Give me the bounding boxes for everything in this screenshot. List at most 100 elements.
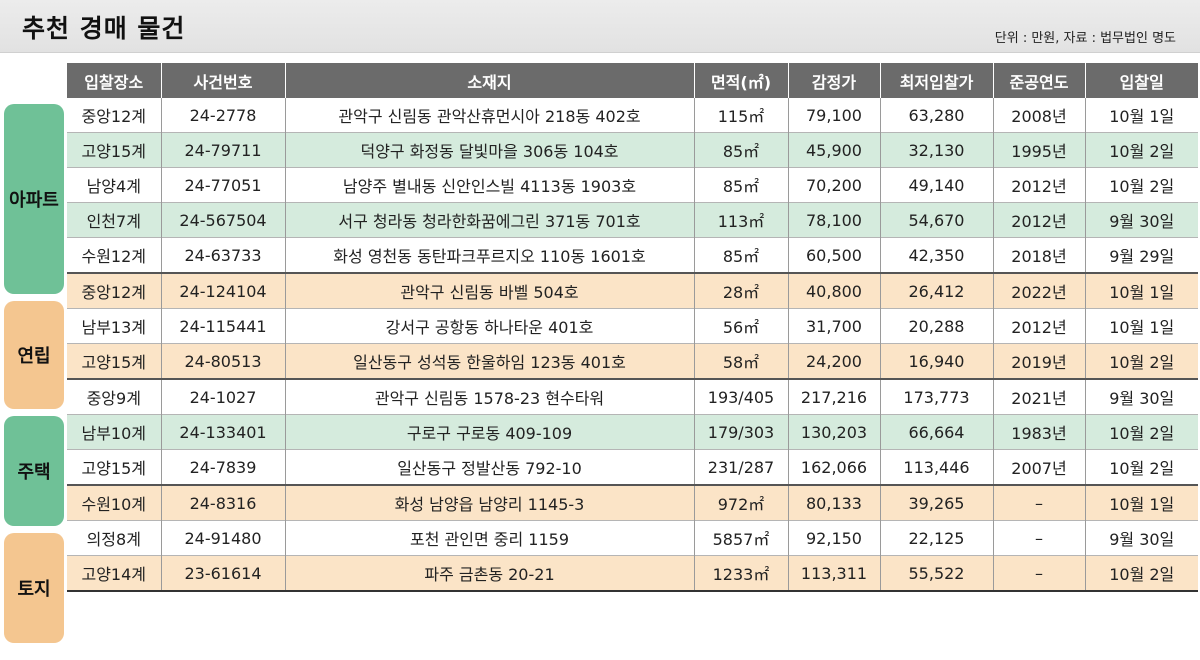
table-row: 남양4계 24-77051 남양주 별내동 신안인스빌 4113동 1903호 85㎡… [67,167,1198,203]
built-year-cell: 2008년 [992,98,1085,133]
built-year-cell: 2007년 [992,449,1085,485]
min-bid-cell: 39,265 [879,485,993,521]
built-year-cell: 2012년 [992,167,1085,203]
address-cell: 파주 금촌동 20-21 [284,555,694,591]
bid-date-cell: 10월 2일 [1084,167,1198,203]
case-number-cell: 24-124104 [160,273,285,309]
built-year-cell: 2018년 [992,237,1085,273]
address-cell: 관악구 신림동 관악산휴먼시아 218동 402호 [284,98,694,133]
area-cell: 58㎡ [693,343,788,379]
min-bid-cell: 49,140 [879,167,993,203]
table-row: 수원10계 24-8316 화성 남양읍 남양리 1145-3 972㎡ 80,133 3… [67,485,1198,521]
bid-date-cell: 10월 1일 [1084,308,1198,344]
venue-cell: 남부10계 [67,414,161,450]
venue-cell: 고양15계 [67,343,161,379]
table-row: 중앙12계 24-124104 관악구 신림동 바벨 504호 28㎡ 40,800 26… [67,273,1198,309]
min-bid-cell: 113,446 [879,449,993,485]
table-row: 고양15계 24-7839 일산동구 정발산동 792-10 231/287 162,0… [67,449,1198,485]
bid-date-cell: 10월 2일 [1084,132,1198,168]
address-cell: 포천 관인면 중리 1159 [284,520,694,556]
venue-cell: 고양14계 [67,555,161,591]
case-number-cell: 24-77051 [160,167,285,203]
case-number-cell: 24-7839 [160,449,285,485]
min-bid-cell: 55,522 [879,555,993,591]
case-number-cell: 24-1027 [160,379,285,415]
area-cell: 28㎡ [693,273,788,309]
column-header: 입찰일 [1084,63,1198,98]
bid-date-cell: 9월 30일 [1084,520,1198,556]
venue-cell: 수원12계 [81,247,147,266]
case-number-cell: 24-8316 [160,485,285,521]
appraisal-cell: 92,150 [787,520,880,556]
category-label-land: 토지 [4,533,64,643]
title-bar: 추천 경매 물건 단위 : 만원, 자료 : 법무법인 명도 [0,0,1200,53]
area-cell: 113㎡ [693,202,788,238]
appraisal-cell: 45,900 [787,132,880,168]
table-row: 남부13계 24-115441 강서구 공항동 하나타운 401호 56㎡ 31,700… [67,308,1198,344]
venue-cell: 중앙12계 [81,107,147,126]
address-cell: 구로구 구로동 409-109 [284,414,694,450]
appraisal-cell: 70,200 [787,167,880,203]
address-cell: 일산동구 정발산동 792-10 [284,449,694,485]
address-cell: 관악구 신림동 1578-23 현수타워 [284,379,694,415]
venue-cell: 고양15계 [67,132,161,168]
table-row: 수원12계 24-63733 화성 영천동 동탄파크푸르지오 110동 1601호 8… [67,237,1198,273]
table-row: 중앙9계 24-1027 관악구 신림동 1578-23 현수타워 193/405 21… [67,379,1198,415]
category-label-house: 주택 [4,416,64,526]
bid-date-cell: 10월 1일 [1084,485,1198,521]
bid-date-cell: 9월 29일 [1084,237,1198,273]
appraisal-cell: 78,100 [787,202,880,238]
appraisal-cell: 162,066 [787,449,880,485]
case-number-cell: 24-80513 [160,343,285,379]
built-year-cell: 2012년 [992,308,1085,344]
min-bid-cell: 22,125 [879,520,993,556]
table-header-row: 입찰장소 사건번호 소재지 면적(㎡) 감정가 최저입찰가 준공연도 입찰일 [67,63,1198,98]
table-row: 중앙12계 24-2778 관악구 신림동 관악산휴먼시아 218동 402호 115… [67,98,1198,133]
appraisal-cell: 40,800 [787,273,880,309]
address-cell: 화성 영천동 동탄파크푸르지오 110동 1601호 [284,237,694,273]
column-header: 입찰장소 [67,63,161,98]
venue-cell: 수원10계 [67,485,161,521]
area-cell: 115㎡ [693,98,788,133]
address-cell: 덕양구 화정동 달빛마을 306동 104호 [284,132,694,168]
area-cell: 85㎡ [693,167,788,203]
venue-cell: 중앙12계 [67,273,161,309]
case-number-cell: 24-567504 [160,202,285,238]
address-cell: 서구 청라동 청라한화꿈에그린 371동 701호 [284,202,694,238]
bid-date-cell: 9월 30일 [1084,379,1198,415]
case-number-cell: 24-79711 [160,132,285,168]
bid-date-cell: 10월 2일 [1084,449,1198,485]
built-year-cell: 2012년 [992,202,1085,238]
area-cell: 85㎡ [693,132,788,168]
column-header: 감정가 [787,63,880,98]
appraisal-cell: 79,100 [787,98,880,133]
column-header: 최저입찰가 [879,63,993,98]
min-bid-cell: 66,664 [879,414,993,450]
appraisal-cell: 217,216 [787,379,880,415]
case-number-cell: 24-115441 [160,308,285,344]
built-year-cell: 2022년 [992,273,1085,309]
area-cell: 231/287 [693,449,788,485]
table-row: 인천7계 24-567504 서구 청라동 청라한화꿈에그린 371동 701호 11… [67,202,1198,238]
built-year-cell: – [992,555,1085,591]
column-header: 사건번호 [160,63,285,98]
address-cell: 관악구 신림동 바벨 504호 [284,273,694,309]
category-label-apartment: 아파트 [4,104,64,294]
bid-date-cell: 10월 1일 [1084,273,1198,309]
address-cell: 화성 남양읍 남양리 1145-3 [284,485,694,521]
appraisal-cell: 113,311 [787,555,880,591]
bid-date-cell: 9월 30일 [1084,202,1198,238]
unit-source-note: 단위 : 만원, 자료 : 법무법인 명도 [994,31,1176,46]
appraisal-cell: 24,200 [787,343,880,379]
page-title: 추천 경매 물건 [22,14,186,43]
built-year-cell: 1983년 [992,414,1085,450]
case-number-cell: 24-133401 [160,414,285,450]
area-cell: 1233㎡ [693,555,788,591]
appraisal-cell: 31,700 [787,308,880,344]
area-cell: 179/303 [693,414,788,450]
built-year-cell: – [992,520,1085,556]
case-number-cell: 23-61614 [160,555,285,591]
address-cell: 강서구 공항동 하나타운 401호 [284,308,694,344]
min-bid-cell: 63,280 [879,98,993,133]
auction-table: 입찰장소 사건번호 소재지 면적(㎡) 감정가 최저입찰가 준공연도 입찰일 중… [67,63,1198,592]
